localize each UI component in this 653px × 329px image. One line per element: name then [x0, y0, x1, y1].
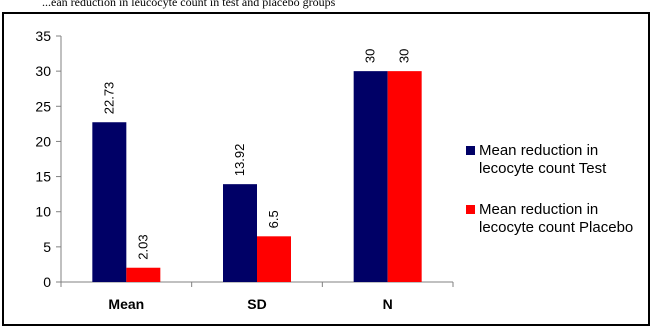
y-tick-label: 0: [43, 274, 51, 290]
legend-item-test: Mean reduction in lecocyte count Test: [466, 142, 646, 178]
legend-label-placebo: Mean reduction in lecocyte count Placebo: [479, 201, 634, 236]
bar: [223, 184, 257, 282]
data-labels: 22.73 13.92 30 2.03 6.5 30: [101, 49, 411, 260]
legend-item-placebo: Mean reduction in lecocyte count Placebo: [466, 201, 646, 237]
y-tick-label: 35: [35, 28, 51, 44]
data-label: 30: [397, 49, 412, 63]
figure-caption: ...ean reduction in leucocyte count in t…: [42, 0, 336, 9]
bars: [92, 71, 422, 282]
bar: [353, 71, 388, 282]
x-category-label: SD: [247, 296, 266, 312]
legend-swatch-placebo: [466, 205, 475, 214]
legend-label-test: Mean reduction in lecocyte count Test: [479, 142, 607, 177]
y-tick-label: 30: [35, 63, 51, 79]
bar: [257, 236, 291, 282]
chart-frame: 0 5 10 15 20 25 30 35 Mean SD N 22.73 13.92 30 2.03 6…: [2, 12, 650, 326]
data-label: 13.92: [232, 144, 247, 177]
bar-chart: 0 5 10 15 20 25 30 35 Mean SD N 22.73 13.92 30 2.03 6…: [35, 28, 454, 312]
y-tick-label: 25: [35, 98, 51, 114]
x-category-label: N: [383, 296, 393, 312]
y-tick-label: 10: [35, 204, 51, 220]
x-axis: Mean SD N: [60, 281, 454, 312]
bar: [92, 122, 127, 282]
x-category-label: Mean: [108, 296, 144, 312]
data-label: 2.03: [135, 234, 150, 259]
y-axis: 0 5 10 15 20 25 30 35: [35, 28, 62, 290]
data-label: 22.73: [101, 82, 116, 115]
y-tick-label: 20: [35, 133, 51, 149]
top-strip: ...ean reduction in leucocyte count in t…: [0, 0, 653, 12]
data-label: 6.5: [266, 210, 281, 228]
legend-swatch-test: [466, 146, 475, 155]
bar: [126, 267, 161, 282]
y-tick-label: 15: [35, 169, 51, 185]
y-tick-label: 5: [43, 239, 51, 255]
bar: [387, 71, 422, 282]
legend: Mean reduction in lecocyte count Test Me…: [466, 142, 646, 260]
data-label: 30: [363, 49, 378, 63]
